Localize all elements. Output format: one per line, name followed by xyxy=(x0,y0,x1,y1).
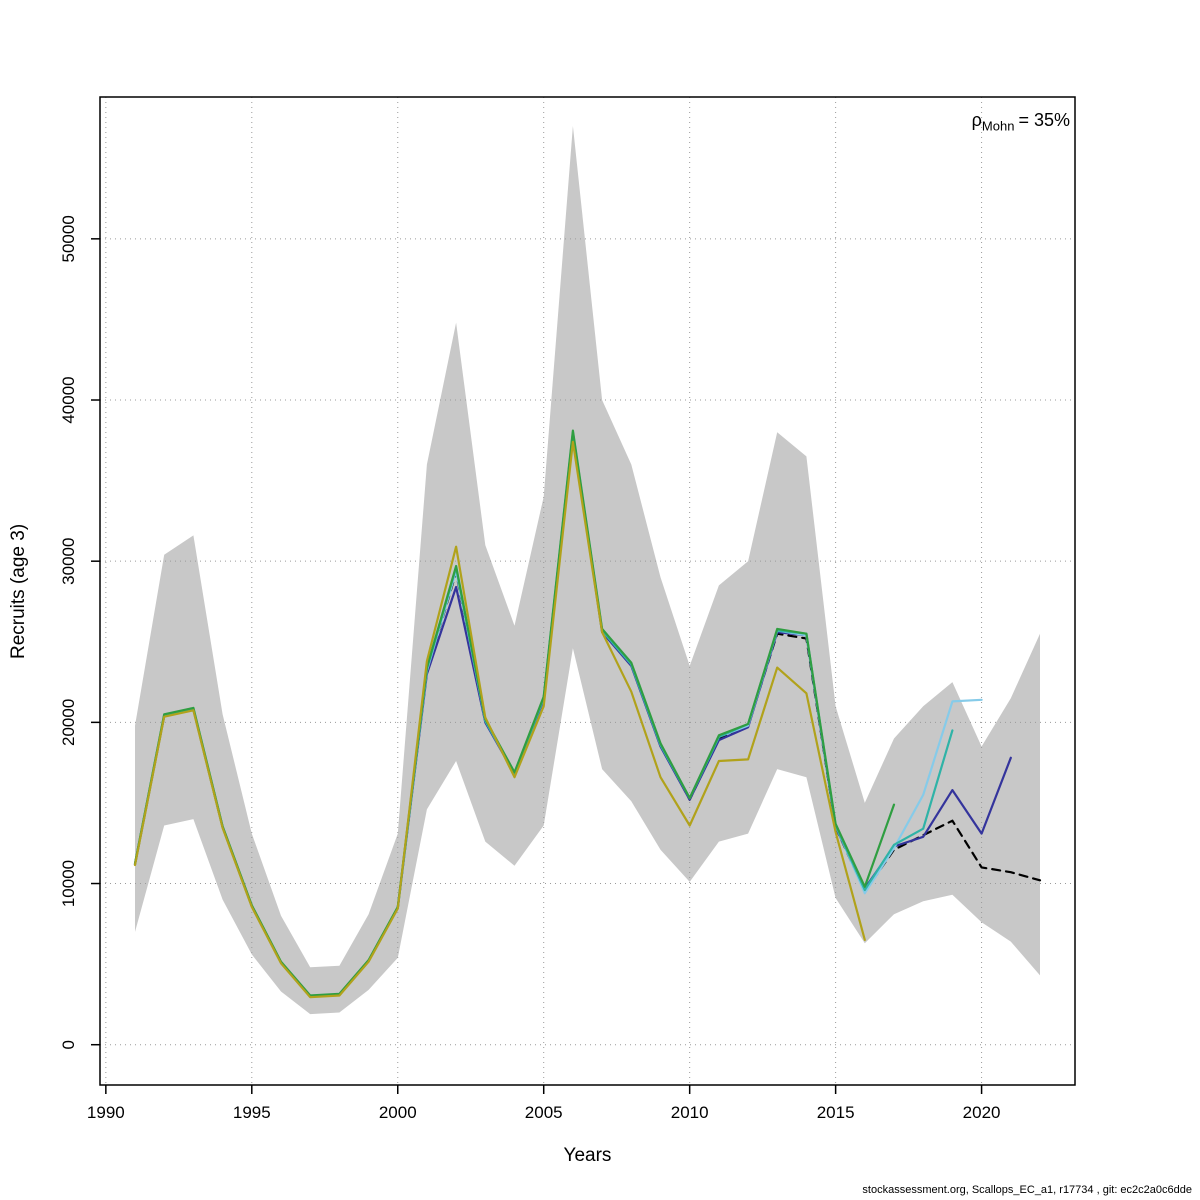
x-tick-label: 2015 xyxy=(817,1103,855,1122)
rho-symbol: ρ xyxy=(971,110,982,130)
footer-credit: stockassessment.org, Scallops_EC_a1, r17… xyxy=(862,1184,1192,1196)
y-axis-title: Recruits (age 3) xyxy=(8,523,29,659)
y-tick-label: 40000 xyxy=(59,376,78,423)
confidence-ribbon xyxy=(135,126,1040,1015)
x-tick-label: 2010 xyxy=(671,1103,709,1122)
series-retro-peel-2016 xyxy=(133,440,866,999)
rho-value: = 35% xyxy=(1018,110,1070,130)
y-tick-label: 20000 xyxy=(59,699,78,746)
x-tick-label: 2020 xyxy=(963,1103,1001,1122)
x-tick-label: 1995 xyxy=(233,1103,271,1122)
plot-box xyxy=(99,96,1076,1086)
y-tick-label: 50000 xyxy=(59,215,78,262)
y-tick-label: 0 xyxy=(59,1040,78,1049)
y-tick-label: 30000 xyxy=(59,538,78,585)
x-tick-label: 2005 xyxy=(525,1103,563,1122)
x-tick-label: 1990 xyxy=(87,1103,125,1122)
rho-subscript: Mohn xyxy=(981,118,1015,134)
x-axis-title: Years xyxy=(563,1145,612,1166)
y-tick-label: 10000 xyxy=(59,860,78,907)
axis-tick-labels: 1990 1995 2000 2005 2010 2015 2020 0 10000 20000 3… xyxy=(59,215,1001,1122)
x-tick-label: 2000 xyxy=(379,1103,417,1122)
mohn-rho-annotation: ρMohn = 35% xyxy=(972,110,1070,134)
axis-ticks xyxy=(91,238,983,1094)
series-lines xyxy=(133,429,1042,999)
